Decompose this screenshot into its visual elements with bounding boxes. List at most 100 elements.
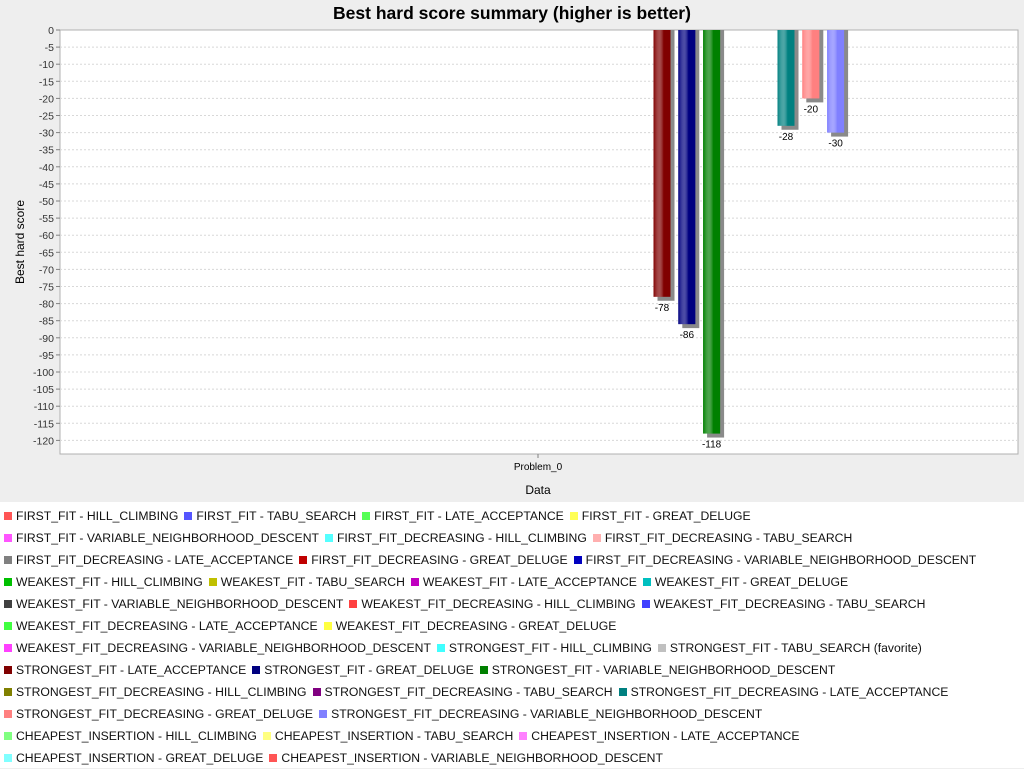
legend-item: FIRST_FIT_DECREASING - GREAT_DELUGE xyxy=(299,549,568,571)
legend-swatch xyxy=(519,732,528,740)
legend-item: STRONGEST_FIT_DECREASING - HILL_CLIMBING xyxy=(4,681,307,703)
legend-swatch xyxy=(592,534,601,542)
legend-item: STRONGEST_FIT_DECREASING - VARIABLE_NEIG… xyxy=(319,703,762,725)
x-tick-label: Problem_0 xyxy=(514,462,563,473)
legend-swatch xyxy=(642,578,651,586)
legend-item: WEAKEST_FIT - HILL_CLIMBING xyxy=(4,571,203,593)
legend-swatch xyxy=(479,666,488,674)
legend-label: WEAKEST_FIT - VARIABLE_NEIGHBORHOOD_DESC… xyxy=(16,597,344,611)
legend-item: FIRST_FIT_DECREASING - LATE_ACCEPTANCE xyxy=(4,549,293,571)
legend-label: STRONGEST_FIT - TABU_SEARCH (favorite) xyxy=(669,641,922,655)
legend-label: FIRST_FIT - LATE_ACCEPTANCE xyxy=(374,509,564,523)
legend-label: WEAKEST_FIT_DECREASING - TABU_SEARCH xyxy=(653,597,926,611)
x-axis-label: Data xyxy=(525,483,551,497)
legend-swatch xyxy=(4,578,12,586)
bars: -78 -86 -118 -28 -20 -30 xyxy=(653,30,849,451)
legend-swatch xyxy=(573,556,582,564)
bar-value-label: -30 xyxy=(828,139,843,150)
y-tick-label: -80 xyxy=(39,299,54,311)
legend-label: CHEAPEST_INSERTION - LATE_ACCEPTANCE xyxy=(531,729,800,743)
legend-label: FIRST_FIT - TABU_SEARCH xyxy=(196,509,357,523)
y-tick-label: -95 xyxy=(39,350,54,362)
legend-label: STRONGEST_FIT - GREAT_DELUGE xyxy=(264,663,474,677)
legend-item: FIRST_FIT_DECREASING - HILL_CLIMBING xyxy=(324,527,587,549)
legend-swatch xyxy=(4,754,12,762)
legend-item: STRONGEST_FIT_DECREASING - TABU_SEARCH xyxy=(312,681,613,703)
y-tick-label: -50 xyxy=(39,196,54,208)
legend-item: WEAKEST_FIT - VARIABLE_NEIGHBORHOOD_DESC… xyxy=(4,593,343,615)
bar-value-label: -28 xyxy=(779,132,794,143)
y-tick-label: -65 xyxy=(39,247,54,259)
legend-label: CHEAPEST_INSERTION - GREAT_DELUGE xyxy=(16,751,264,765)
legend-swatch xyxy=(4,644,12,652)
y-tick-label: -120 xyxy=(33,435,54,447)
y-tick-label: -85 xyxy=(39,316,54,328)
legend-item: CHEAPEST_INSERTION - TABU_SEARCH xyxy=(262,725,514,747)
legend-item: CHEAPEST_INSERTION - GREAT_DELUGE xyxy=(4,747,263,769)
legend-item: WEAKEST_FIT - LATE_ACCEPTANCE xyxy=(410,571,637,593)
legend-swatch xyxy=(252,666,261,674)
legend-label: STRONGEST_FIT_DECREASING - HILL_CLIMBING xyxy=(16,685,307,699)
legend-swatch xyxy=(4,512,12,520)
legend-item: STRONGEST_FIT - HILL_CLIMBING xyxy=(436,637,652,659)
legend-swatch xyxy=(184,512,193,520)
legend-item: FIRST_FIT - GREAT_DELUGE xyxy=(569,505,751,527)
y-tick-label: -45 xyxy=(39,179,54,191)
legend-item: WEAKEST_FIT_DECREASING - GREAT_DELUGE xyxy=(323,615,617,637)
legend-item: FIRST_FIT_DECREASING - TABU_SEARCH xyxy=(592,527,853,549)
legend-swatch xyxy=(4,666,12,674)
legend-item: WEAKEST_FIT_DECREASING - VARIABLE_NEIGHB… xyxy=(4,637,431,659)
y-tick-label: -30 xyxy=(39,128,54,140)
legend-label: CHEAPEST_INSERTION - TABU_SEARCH xyxy=(274,729,514,743)
legend-item: CHEAPEST_INSERTION - HILL_CLIMBING xyxy=(4,725,257,747)
legend-label: FIRST_FIT_DECREASING - TABU_SEARCH xyxy=(604,531,853,545)
legend-label: WEAKEST_FIT_DECREASING - LATE_ACCEPTANCE xyxy=(16,619,318,633)
legend-label: STRONGEST_FIT - HILL_CLIMBING xyxy=(448,641,652,655)
y-tick-label: -100 xyxy=(33,367,54,379)
y-tick-label: -105 xyxy=(33,384,54,396)
legend-item: WEAKEST_FIT_DECREASING - LATE_ACCEPTANCE xyxy=(4,615,318,637)
legend-label: FIRST_FIT_DECREASING - LATE_ACCEPTANCE xyxy=(16,553,294,567)
legend-swatch xyxy=(569,512,578,520)
y-tick-label: -40 xyxy=(39,162,54,174)
x-axis-ticks: Problem_0 xyxy=(514,454,563,473)
legend-label: STRONGEST_FIT_DECREASING - TABU_SEARCH xyxy=(324,685,613,699)
y-tick-label: 0 xyxy=(48,25,54,37)
legend-item: CHEAPEST_INSERTION - VARIABLE_NEIGHBORHO… xyxy=(269,747,663,769)
bar-highlight xyxy=(827,30,845,133)
legend-item: WEAKEST_FIT - GREAT_DELUGE xyxy=(642,571,849,593)
legend-label: WEAKEST_FIT - GREAT_DELUGE xyxy=(654,575,849,589)
legend-label: FIRST_FIT - HILL_CLIMBING xyxy=(16,509,179,523)
legend-swatch xyxy=(262,732,271,740)
legend-label: CHEAPEST_INSERTION - HILL_CLIMBING xyxy=(16,729,257,743)
legend-item: FIRST_FIT - VARIABLE_NEIGHBORHOOD_DESCEN… xyxy=(4,527,319,549)
legend-item: WEAKEST_FIT_DECREASING - TABU_SEARCH xyxy=(641,593,926,615)
bar-value-label: -86 xyxy=(680,330,695,341)
y-tick-label: -25 xyxy=(39,111,54,123)
legend-label: FIRST_FIT - GREAT_DELUGE xyxy=(581,509,751,523)
bar-highlight xyxy=(653,30,671,297)
legend-swatch xyxy=(657,644,666,652)
legend-item: WEAKEST_FIT_DECREASING - HILL_CLIMBING xyxy=(349,593,636,615)
legend-item: STRONGEST_FIT - VARIABLE_NEIGHBORHOOD_DE… xyxy=(479,659,835,681)
legend-swatch xyxy=(269,754,278,762)
bar-highlight xyxy=(678,30,696,325)
legend-label: WEAKEST_FIT - HILL_CLIMBING xyxy=(16,575,203,589)
y-tick-label: -110 xyxy=(34,401,54,413)
y-tick-label: -10 xyxy=(39,59,54,71)
legend-label: STRONGEST_FIT_DECREASING - GREAT_DELUGE xyxy=(16,707,314,721)
legend-label: STRONGEST_FIT - LATE_ACCEPTANCE xyxy=(16,663,247,677)
legend-label: FIRST_FIT_DECREASING - GREAT_DELUGE xyxy=(311,553,568,567)
legend-swatch xyxy=(208,578,217,586)
y-tick-label: -90 xyxy=(39,333,54,345)
legend-swatch xyxy=(4,622,12,630)
legend-label: FIRST_FIT - VARIABLE_NEIGHBORHOOD_DESCEN… xyxy=(16,531,319,545)
bar-highlight xyxy=(777,30,795,126)
legend-swatch xyxy=(641,600,650,608)
bar-highlight xyxy=(703,30,721,434)
legend-item: STRONGEST_FIT - GREAT_DELUGE xyxy=(252,659,474,681)
legend-item: STRONGEST_FIT_DECREASING - LATE_ACCEPTAN… xyxy=(618,681,948,703)
legend-label: WEAKEST_FIT_DECREASING - VARIABLE_NEIGHB… xyxy=(16,641,431,655)
legend-label: WEAKEST_FIT_DECREASING - GREAT_DELUGE xyxy=(335,619,617,633)
plot-area xyxy=(59,29,1019,455)
